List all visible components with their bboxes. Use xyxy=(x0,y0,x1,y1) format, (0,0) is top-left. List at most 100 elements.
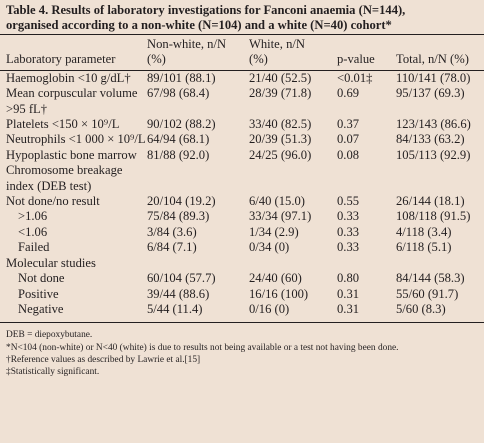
cell-pvalue: 0.33 xyxy=(337,209,360,224)
cell-pvalue: 0.08 xyxy=(337,147,360,162)
cell-white: 33/34 (97.1) xyxy=(249,209,312,224)
cell-total: 84/133 (63.2) xyxy=(396,132,465,147)
footnote-reference: †Reference values as described by Lawrie… xyxy=(6,354,201,365)
table-header-row: Laboratory parameter Non-white, n/N (%) … xyxy=(0,35,484,71)
cell-white xyxy=(249,163,337,194)
table-row: Not done/no result 20/104 (19.2) 6/40 (1… xyxy=(0,194,484,209)
cell-pvalue: 0.33 xyxy=(337,224,360,239)
cell-nonwhite: 67/98 (68.4) xyxy=(147,86,210,101)
row-label: Neutrophils <1 000 × 10⁹/L xyxy=(6,132,146,147)
section-label: Molecular studies xyxy=(6,255,96,270)
cell-white: 1/34 (2.9) xyxy=(249,224,299,239)
cell-nonwhite xyxy=(147,163,249,194)
cell-total: 108/118 (91.5) xyxy=(396,209,471,224)
cell-nonwhite: 6/84 (7.1) xyxy=(147,240,197,255)
table-row: Mean corpuscular volume >95 fL† 67/98 (6… xyxy=(0,86,484,117)
cell-total xyxy=(396,256,484,271)
cell-white: 16/16 (100) xyxy=(249,286,309,301)
cell-nonwhite: 60/104 (57.7) xyxy=(147,271,216,286)
header-pvalue: p-value xyxy=(337,52,375,67)
cell-white: 20/39 (51.3) xyxy=(249,132,312,147)
cell-white: 6/40 (15.0) xyxy=(249,194,305,209)
row-label: Not done/no result xyxy=(6,194,100,209)
cell-total: 55/60 (91.7) xyxy=(396,286,459,301)
cell-nonwhite: 5/44 (11.4) xyxy=(147,301,203,316)
header-total: Total, n/N (%) xyxy=(396,52,469,67)
table-footnotes: DEB = diepoxybutane. *N<104 (non-white) … xyxy=(0,323,484,378)
section-row: Molecular studies xyxy=(0,256,484,271)
cell-nonwhite: 90/102 (88.2) xyxy=(147,117,216,132)
cell-pvalue: 0.69 xyxy=(337,86,360,101)
cell-nonwhite: 89/101 (88.1) xyxy=(147,70,216,85)
cell-nonwhite: 75/84 (89.3) xyxy=(147,209,210,224)
table-row: Haemoglobin <10 g/dL† 89/101 (88.1) 21/4… xyxy=(0,70,484,86)
cell-pvalue xyxy=(337,256,396,271)
cell-total: 26/144 (18.1) xyxy=(396,194,465,209)
cell-pvalue: 0.33 xyxy=(337,240,360,255)
cell-total: 95/137 (69.3) xyxy=(396,86,465,101)
row-label: Haemoglobin <10 g/dL† xyxy=(6,70,131,85)
row-label: Positive xyxy=(18,286,59,301)
row-label: <1.06 xyxy=(18,224,48,239)
cell-total: 105/113 (92.9) xyxy=(396,147,471,162)
cell-white: 28/39 (71.8) xyxy=(249,86,312,101)
cell-white xyxy=(249,256,337,271)
table-row: Platelets <150 × 10⁹/L 90/102 (88.2) 33/… xyxy=(0,117,484,132)
cell-nonwhite: 64/94 (68.1) xyxy=(147,132,210,147)
cell-total: 123/143 (86.6) xyxy=(396,117,471,132)
footnote-sample-size: *N<104 (non-white) or N<40 (white) is du… xyxy=(6,342,399,353)
section-label: Chromosome breakage index (DEB test) xyxy=(6,163,123,193)
cell-total: 110/141 (78.0) xyxy=(396,70,471,85)
row-label: Not done xyxy=(18,271,65,286)
cell-pvalue: 0.07 xyxy=(337,132,360,147)
table-caption: Table 4. Results of laboratory investiga… xyxy=(0,0,484,35)
cell-nonwhite: 39/44 (88.6) xyxy=(147,286,210,301)
header-nonwhite: Non-white, n/N (%) xyxy=(147,37,227,67)
cell-white: 33/40 (82.5) xyxy=(249,117,312,132)
cell-total xyxy=(396,163,484,194)
cell-nonwhite: 3/84 (3.6) xyxy=(147,224,197,239)
cell-nonwhite: 81/88 (92.0) xyxy=(147,147,210,162)
cell-pvalue: <0.01‡ xyxy=(337,70,373,85)
cell-white: 21/40 (52.5) xyxy=(249,70,312,85)
cell-total: 5/60 (8.3) xyxy=(396,301,446,316)
header-white: White, n/N (%) xyxy=(249,37,305,67)
table-row: Hypoplastic bone marrow 81/88 (92.0) 24/… xyxy=(0,148,484,163)
cell-white: 0/34 (0) xyxy=(249,240,290,255)
cell-white: 24/40 (60) xyxy=(249,271,302,286)
table-row: <1.06 3/84 (3.6) 1/34 (2.9) 0.33 4/118 (… xyxy=(0,225,484,240)
results-table: Laboratory parameter Non-white, n/N (%) … xyxy=(0,35,484,323)
row-label: Mean corpuscular volume >95 fL† xyxy=(6,86,138,116)
cell-pvalue xyxy=(337,163,396,194)
footnote-significance: ‡Statistically significant. xyxy=(6,366,100,377)
row-label: Failed xyxy=(18,240,50,255)
cell-nonwhite xyxy=(147,256,249,271)
cell-white: 24/25 (96.0) xyxy=(249,147,312,162)
cell-total: 4/118 (3.4) xyxy=(396,224,452,239)
row-label: Hypoplastic bone marrow xyxy=(6,147,137,162)
row-label: Negative xyxy=(18,301,64,316)
caption-line-2: organised according to a non-white (N=10… xyxy=(6,18,392,32)
table-row: Negative 5/44 (11.4) 0/16 (0) 0.31 5/60 … xyxy=(0,302,484,323)
cell-nonwhite: 20/104 (19.2) xyxy=(147,194,216,209)
cell-total: 84/144 (58.3) xyxy=(396,271,465,286)
cell-pvalue: 0.37 xyxy=(337,117,360,132)
table-row: Not done 60/104 (57.7) 24/40 (60) 0.80 8… xyxy=(0,271,484,286)
table-row: Failed 6/84 (7.1) 0/34 (0) 0.33 6/118 (5… xyxy=(0,240,484,255)
table-row: >1.06 75/84 (89.3) 33/34 (97.1) 0.33 108… xyxy=(0,209,484,224)
cell-pvalue: 0.55 xyxy=(337,194,360,209)
row-label: Platelets <150 × 10⁹/L xyxy=(6,117,120,132)
section-row: Chromosome breakage index (DEB test) xyxy=(0,163,484,194)
row-label: >1.06 xyxy=(18,209,48,224)
cell-pvalue: 0.80 xyxy=(337,271,360,286)
cell-pvalue: 0.31 xyxy=(337,286,360,301)
cell-total: 6/118 (5.1) xyxy=(396,240,452,255)
caption-line-1: Table 4. Results of laboratory investiga… xyxy=(6,3,406,17)
header-parameter: Laboratory parameter xyxy=(6,52,116,67)
footnote-abbreviation: DEB = diepoxybutane. xyxy=(6,330,93,341)
table-row: Neutrophils <1 000 × 10⁹/L 64/94 (68.1) … xyxy=(0,132,484,147)
table-row: Positive 39/44 (88.6) 16/16 (100) 0.31 5… xyxy=(0,287,484,302)
cell-pvalue: 0.31 xyxy=(337,301,360,316)
cell-white: 0/16 (0) xyxy=(249,301,290,316)
